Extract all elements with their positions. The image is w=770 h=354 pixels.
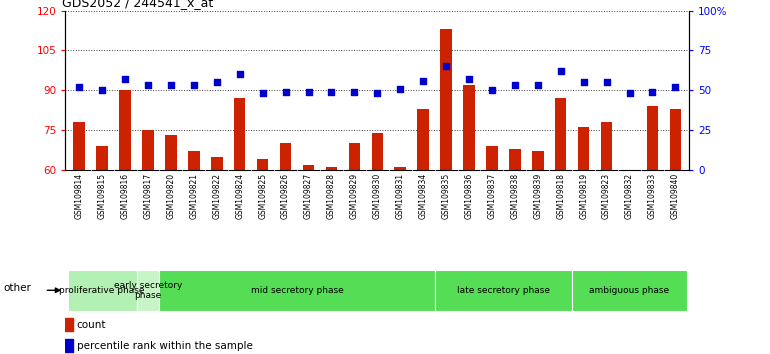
Bar <box>280 143 291 170</box>
Bar <box>349 143 360 170</box>
Bar <box>555 98 567 170</box>
Point <box>554 68 567 74</box>
Point <box>463 76 475 82</box>
Point <box>486 87 498 93</box>
Text: GSM109814: GSM109814 <box>75 173 84 219</box>
Bar <box>303 165 314 170</box>
Bar <box>234 98 246 170</box>
Point <box>578 80 590 85</box>
Text: GSM109819: GSM109819 <box>579 173 588 219</box>
Bar <box>572 270 687 311</box>
Point <box>417 78 430 84</box>
Bar <box>96 146 108 170</box>
Bar <box>417 109 429 170</box>
Bar <box>68 270 136 311</box>
Bar <box>65 318 73 331</box>
Bar <box>578 127 589 170</box>
Point <box>73 84 85 90</box>
Bar <box>166 135 176 170</box>
Point <box>233 72 246 77</box>
Text: late secretory phase: late secretory phase <box>457 286 550 295</box>
Point <box>509 82 521 88</box>
Point <box>669 84 681 90</box>
Point <box>119 76 131 82</box>
Bar <box>647 106 658 170</box>
Text: GSM109840: GSM109840 <box>671 173 680 219</box>
Text: GSM109823: GSM109823 <box>602 173 611 219</box>
Bar <box>136 270 159 311</box>
Bar <box>188 152 199 170</box>
Text: mid secretory phase: mid secretory phase <box>251 286 343 295</box>
Bar <box>464 85 475 170</box>
Point <box>142 82 154 88</box>
Bar <box>486 146 497 170</box>
Point <box>303 89 315 95</box>
Point <box>188 82 200 88</box>
Point <box>96 87 109 93</box>
Text: count: count <box>77 320 106 330</box>
Point <box>256 91 269 96</box>
Text: GSM109816: GSM109816 <box>121 173 129 219</box>
Point <box>348 89 360 95</box>
Bar <box>532 152 544 170</box>
Point <box>211 80 223 85</box>
Point <box>280 89 292 95</box>
Bar <box>440 29 452 170</box>
Bar <box>159 270 434 311</box>
Point <box>371 91 383 96</box>
Text: GSM109824: GSM109824 <box>235 173 244 219</box>
Text: GSM109839: GSM109839 <box>534 173 542 219</box>
Point <box>601 80 613 85</box>
Bar <box>119 90 131 170</box>
Text: GSM109836: GSM109836 <box>464 173 474 219</box>
Text: GSM109828: GSM109828 <box>327 173 336 219</box>
Text: GSM109818: GSM109818 <box>556 173 565 219</box>
Bar <box>211 156 223 170</box>
Text: GSM109835: GSM109835 <box>441 173 450 219</box>
Text: GSM109815: GSM109815 <box>98 173 106 219</box>
Text: GSM109834: GSM109834 <box>419 173 427 219</box>
Bar <box>670 109 681 170</box>
Bar <box>257 159 269 170</box>
Bar <box>509 149 521 170</box>
Text: other: other <box>3 283 31 293</box>
Text: GSM109831: GSM109831 <box>396 173 405 219</box>
Point <box>646 89 658 95</box>
Text: GDS2052 / 244541_x_at: GDS2052 / 244541_x_at <box>62 0 213 10</box>
Point <box>394 86 407 92</box>
Point <box>440 64 452 69</box>
Point <box>325 89 337 95</box>
Point <box>165 82 177 88</box>
Text: percentile rank within the sample: percentile rank within the sample <box>77 341 253 352</box>
Text: GSM109829: GSM109829 <box>350 173 359 219</box>
Text: GSM109820: GSM109820 <box>166 173 176 219</box>
Text: GSM109833: GSM109833 <box>648 173 657 219</box>
Text: GSM109837: GSM109837 <box>487 173 497 219</box>
Text: ambiguous phase: ambiguous phase <box>590 286 670 295</box>
Bar <box>142 130 154 170</box>
Text: GSM109830: GSM109830 <box>373 173 382 219</box>
Bar <box>372 133 383 170</box>
Bar <box>65 339 73 352</box>
Text: GSM109822: GSM109822 <box>213 173 221 219</box>
Text: GSM109821: GSM109821 <box>189 173 199 219</box>
Text: early secretory
phase: early secretory phase <box>114 281 182 300</box>
Bar <box>73 122 85 170</box>
Text: GSM109827: GSM109827 <box>304 173 313 219</box>
Bar <box>394 167 406 170</box>
Text: GSM109838: GSM109838 <box>511 173 520 219</box>
Text: GSM109832: GSM109832 <box>625 173 634 219</box>
Bar <box>434 270 572 311</box>
Text: GSM109817: GSM109817 <box>143 173 152 219</box>
Bar <box>601 122 612 170</box>
Bar <box>326 167 337 170</box>
Point <box>624 91 636 96</box>
Text: GSM109825: GSM109825 <box>258 173 267 219</box>
Point <box>531 82 544 88</box>
Text: GSM109826: GSM109826 <box>281 173 290 219</box>
Text: proliferative phase: proliferative phase <box>59 286 145 295</box>
